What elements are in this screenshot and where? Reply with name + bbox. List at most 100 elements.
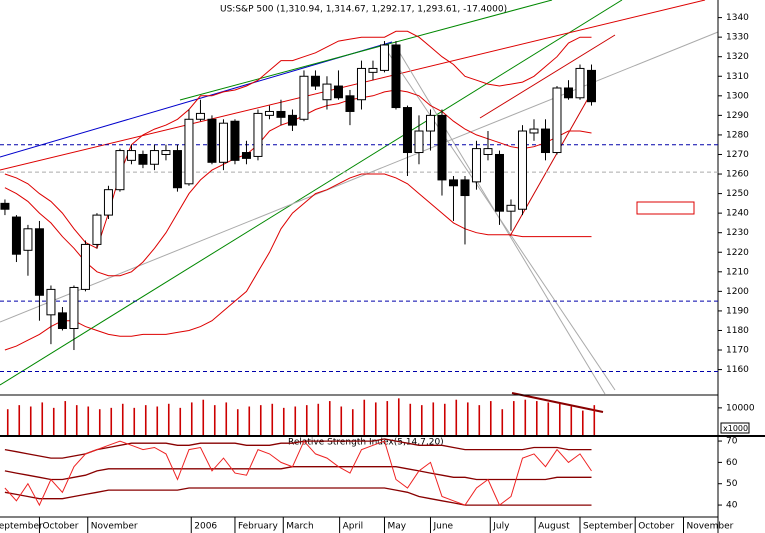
volume-bar bbox=[443, 403, 446, 435]
x-tick-label: July bbox=[492, 522, 510, 532]
y-tick-label: 1340 bbox=[726, 13, 749, 23]
x-tick-label: October bbox=[638, 522, 674, 532]
candle-body bbox=[494, 153, 504, 212]
trendline bbox=[511, 392, 604, 413]
y-tick-label: 1270 bbox=[726, 150, 749, 160]
y-tick-label: 1320 bbox=[726, 52, 749, 62]
candle-body bbox=[0, 202, 10, 210]
candle-body bbox=[333, 85, 343, 99]
candle-body bbox=[425, 114, 435, 132]
candle-body bbox=[575, 67, 585, 99]
volume-bar bbox=[340, 406, 343, 435]
candle-body bbox=[230, 120, 240, 161]
x-tick-label: September bbox=[0, 522, 43, 532]
volume-bar bbox=[535, 401, 538, 435]
candle-body bbox=[172, 150, 182, 189]
candle-body bbox=[92, 214, 102, 245]
candle-body bbox=[299, 75, 309, 120]
candle-body bbox=[414, 130, 424, 154]
volume-bar bbox=[156, 406, 159, 435]
y-tick-label: 1250 bbox=[726, 189, 749, 199]
volume-bar bbox=[213, 405, 216, 435]
candle-body bbox=[207, 118, 217, 163]
volume-bar bbox=[18, 405, 21, 435]
volume-bar bbox=[374, 402, 377, 435]
volume-bar bbox=[570, 406, 573, 435]
candle-body bbox=[506, 204, 516, 212]
volume-bar bbox=[110, 407, 113, 435]
y-tick-label: 1230 bbox=[726, 228, 749, 238]
candle-body bbox=[80, 243, 90, 290]
candle-body bbox=[322, 83, 332, 101]
volume-bar bbox=[98, 409, 101, 435]
candle-body bbox=[563, 87, 573, 99]
y-tick-label: 1210 bbox=[726, 267, 749, 277]
y-tick-label: 1260 bbox=[726, 170, 749, 180]
rsi-line bbox=[4, 440, 592, 507]
y-tick-label: 1300 bbox=[726, 91, 749, 101]
candle-body bbox=[356, 67, 366, 101]
x-tick-label: February bbox=[238, 522, 279, 532]
candle-body bbox=[264, 110, 274, 116]
y-tick-label: 70 bbox=[726, 437, 738, 447]
volume-bar bbox=[547, 402, 550, 435]
volume-bar bbox=[225, 402, 228, 435]
annotation-box bbox=[636, 201, 695, 215]
band-line bbox=[4, 30, 592, 250]
trendline bbox=[479, 34, 616, 119]
rsi-title: Relative Strength Index(5,14,7,20) bbox=[288, 438, 444, 448]
trendline bbox=[509, 94, 591, 237]
y-tick-label: 50 bbox=[726, 479, 738, 489]
y-tick-label: 1290 bbox=[726, 111, 749, 121]
candle-body bbox=[218, 122, 228, 163]
y-tick-label: 1220 bbox=[726, 248, 749, 258]
candle-body bbox=[437, 114, 447, 181]
x-tick-label: September bbox=[583, 522, 633, 532]
x-tick-label: May bbox=[387, 522, 406, 532]
volume-bar bbox=[351, 409, 354, 435]
candle-body bbox=[34, 228, 44, 296]
volume-bar bbox=[259, 405, 262, 435]
volume-bar bbox=[524, 399, 527, 435]
candle-body bbox=[310, 75, 320, 87]
volume-bar bbox=[64, 401, 67, 435]
volume-bar bbox=[271, 403, 274, 435]
candle-body bbox=[11, 216, 21, 255]
volume-bar bbox=[581, 410, 584, 435]
y-tick-label: 1240 bbox=[726, 209, 749, 219]
trendline bbox=[179, 0, 553, 101]
volume-bar bbox=[386, 401, 389, 435]
y-tick-label: 1160 bbox=[726, 365, 749, 375]
volume-bar bbox=[6, 409, 9, 435]
volume-bar bbox=[190, 402, 193, 435]
candle-body bbox=[276, 110, 286, 118]
volume-bar bbox=[75, 405, 78, 435]
x-tick-label: March bbox=[286, 522, 313, 532]
candle-body bbox=[379, 44, 389, 71]
candle-body bbox=[46, 288, 56, 316]
y-tick-label: 10000 bbox=[726, 403, 755, 413]
x-tick-label: August bbox=[538, 522, 570, 532]
volume-bar bbox=[52, 407, 55, 435]
volume-bar bbox=[466, 402, 469, 435]
candle-body bbox=[138, 153, 148, 165]
candle-body bbox=[529, 128, 539, 134]
x-tick-label: 2006 bbox=[194, 522, 217, 532]
candle-body bbox=[586, 69, 596, 103]
y-tick-label: 1200 bbox=[726, 287, 749, 297]
candle-body bbox=[161, 150, 171, 155]
candle-body bbox=[345, 95, 355, 112]
volume-bar bbox=[432, 402, 435, 435]
candle-body bbox=[460, 179, 470, 197]
candle-body bbox=[540, 128, 550, 154]
volume-bar bbox=[144, 405, 147, 435]
candle-body bbox=[483, 148, 493, 155]
candle-body bbox=[471, 148, 481, 183]
volume-bar bbox=[558, 403, 561, 435]
x-tick-label: November bbox=[91, 522, 138, 532]
y-tick-label: 1190 bbox=[726, 306, 749, 316]
volume-bar bbox=[397, 398, 400, 435]
volume-bar bbox=[167, 403, 170, 435]
